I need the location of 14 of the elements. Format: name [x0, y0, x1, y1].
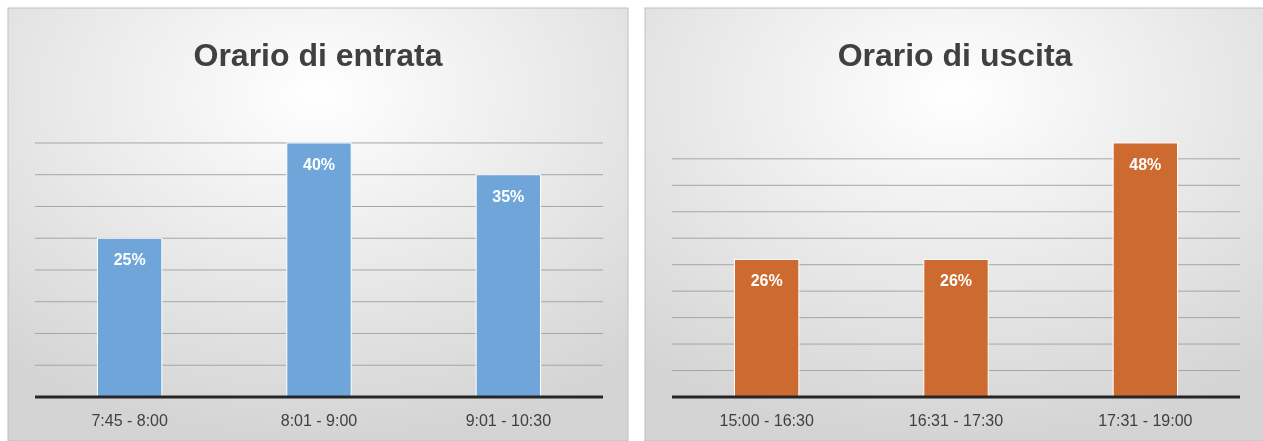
x-tick-label: 7:45 - 8:00	[91, 412, 169, 429]
data-label: 48%	[1129, 155, 1162, 173]
data-label: 26%	[939, 272, 973, 290]
data-label: 26%	[750, 272, 783, 290]
chart-title: Orario di entrata	[193, 37, 443, 73]
data-label: 40%	[302, 155, 336, 173]
x-tick-label: 17:31 - 19:00	[1098, 412, 1193, 429]
data-label: 25%	[113, 251, 146, 269]
chart-title: Orario di uscita	[837, 37, 1073, 73]
x-tick-label: 16:31 - 17:30	[908, 412, 1004, 429]
data-label: 35%	[492, 187, 525, 205]
x-tick-label: 8:01 - 9:00	[280, 412, 358, 429]
x-tick-label: 9:01 - 10:30	[465, 412, 552, 429]
x-tick-label: 15:00 - 16:30	[719, 412, 814, 429]
